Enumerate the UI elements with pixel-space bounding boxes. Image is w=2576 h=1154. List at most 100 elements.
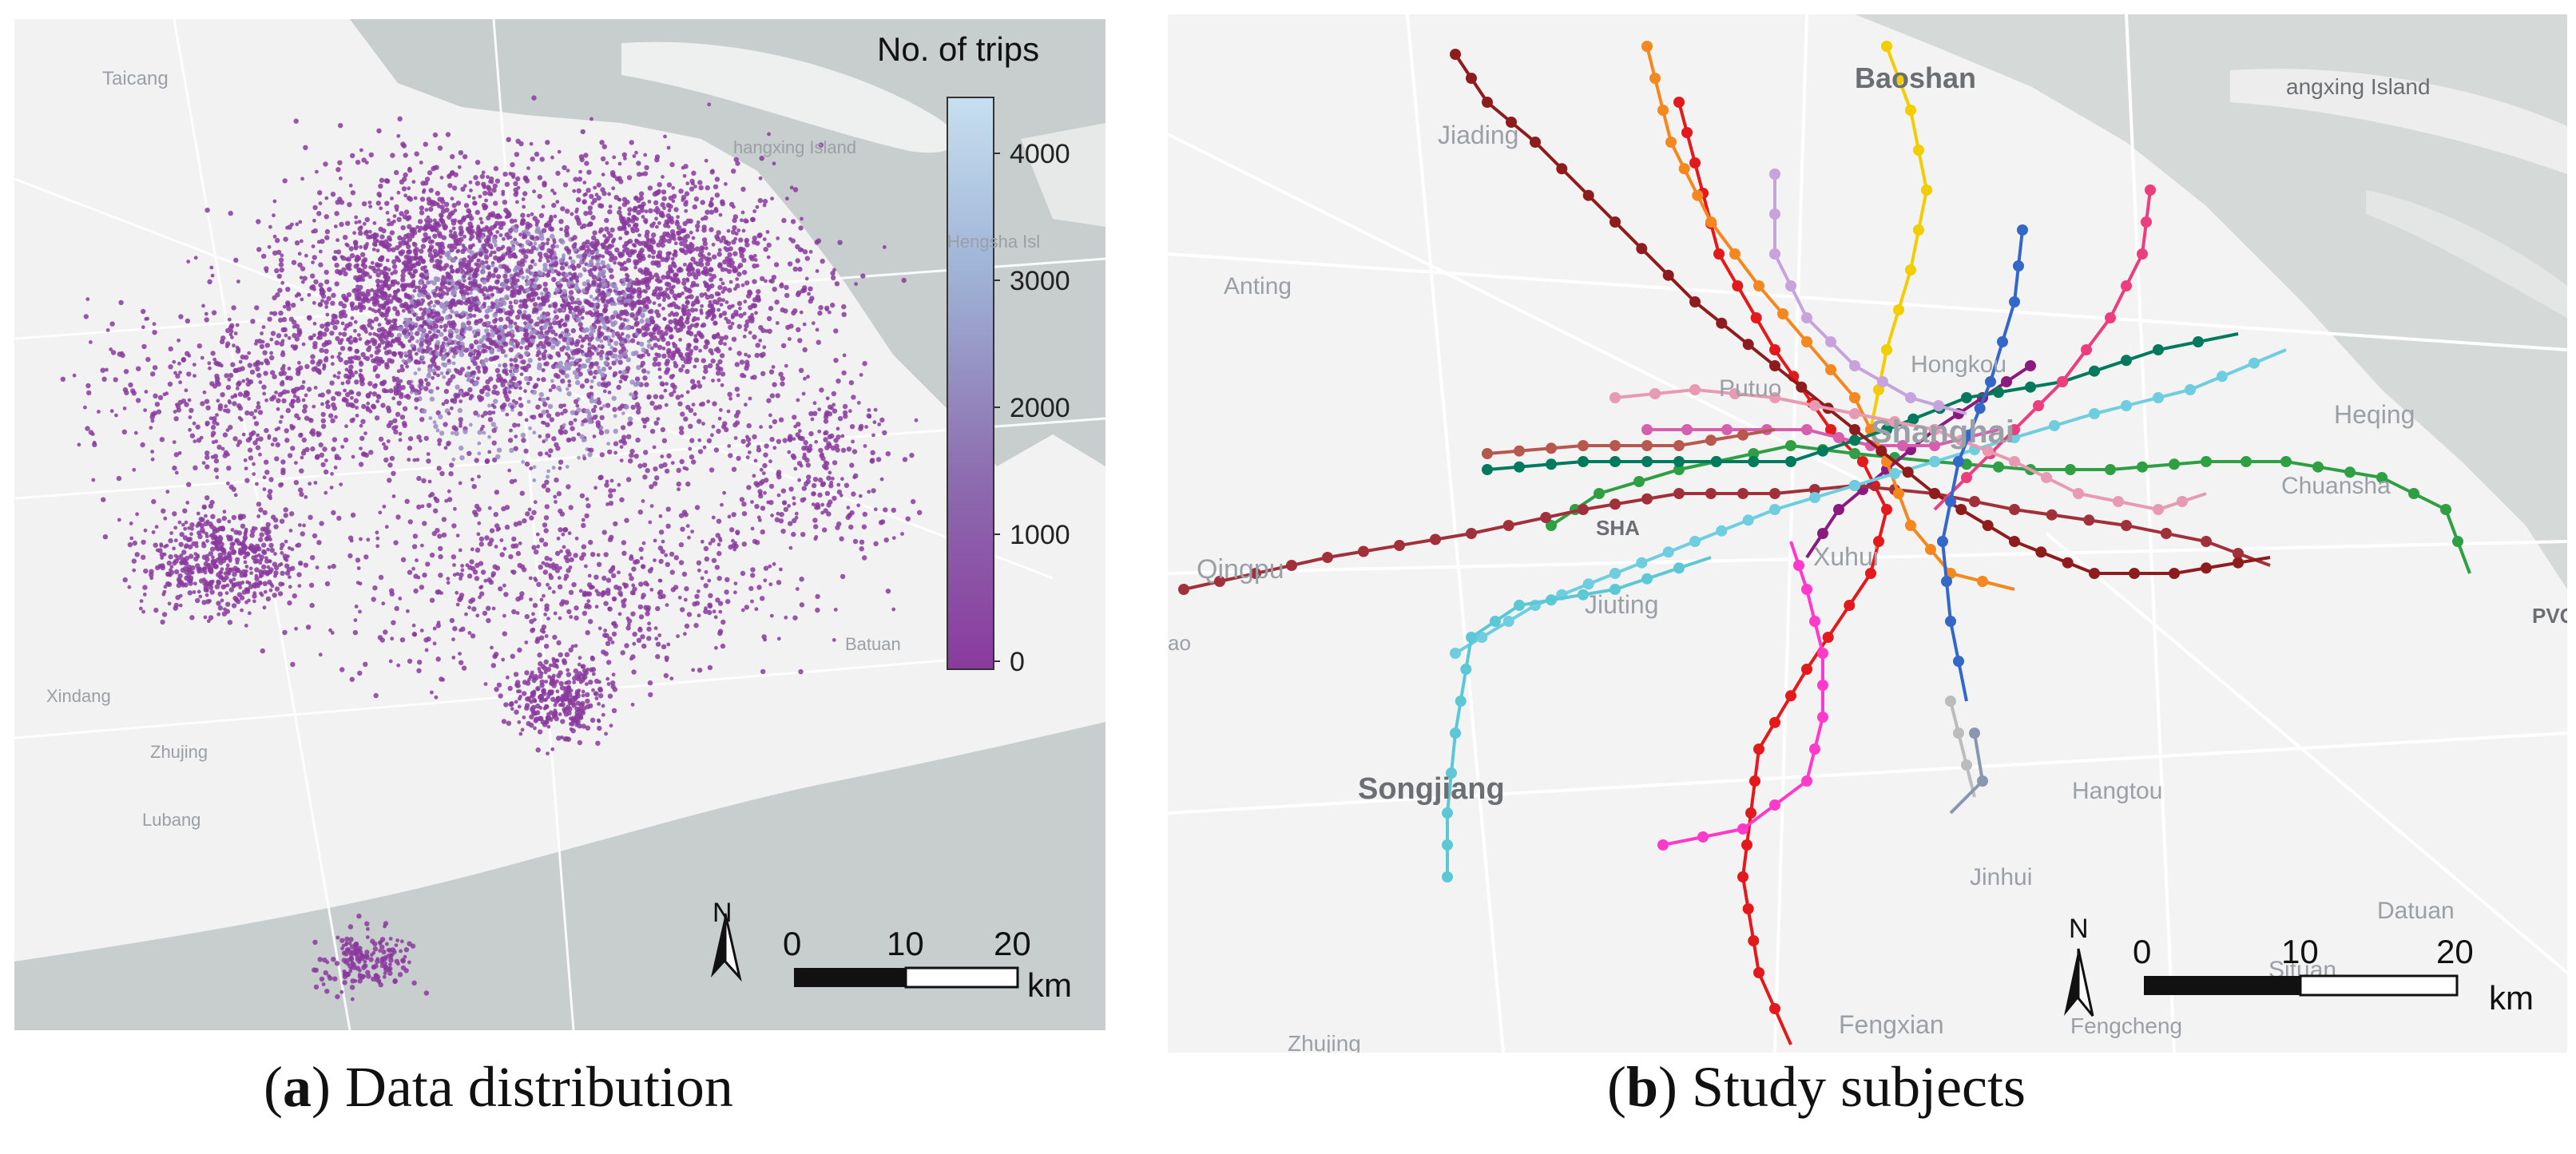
trip-point (311, 244, 316, 248)
trip-point (415, 339, 419, 343)
trip-point (389, 230, 395, 236)
trip-point (331, 317, 335, 322)
trip-point (444, 201, 450, 208)
trip-point (458, 421, 463, 426)
trip-point (238, 550, 244, 556)
trip-point (396, 190, 401, 195)
trip-point (693, 412, 697, 416)
trip-point (554, 411, 561, 417)
trip-point (639, 341, 645, 347)
trip-point (736, 265, 741, 269)
trip-point (335, 249, 342, 255)
trip-point (649, 274, 655, 280)
trip-point (482, 321, 487, 327)
trip-point (507, 438, 514, 443)
trip-point (409, 324, 415, 330)
trip-point (625, 325, 631, 331)
trip-point (273, 552, 277, 556)
trip-point (486, 175, 490, 180)
trip-point (596, 195, 601, 201)
trip-point (392, 306, 398, 311)
trip-point (284, 539, 288, 544)
trip-point (308, 514, 313, 520)
trip-point (598, 315, 604, 322)
trip-point (448, 232, 454, 239)
trip-point (368, 450, 374, 455)
trip-point (621, 440, 628, 446)
trip-point (575, 403, 580, 408)
trip-point (196, 589, 201, 594)
trip-point (564, 232, 570, 238)
trip-point (662, 206, 666, 210)
trip-point (625, 334, 631, 339)
trip-point (435, 386, 440, 391)
trip-point (532, 216, 538, 221)
trip-point (518, 410, 523, 417)
trip-point (319, 521, 324, 526)
trip-point (655, 210, 660, 215)
trip-point (258, 537, 264, 542)
trip-point (595, 261, 601, 268)
trip-point (420, 385, 424, 390)
trip-point (410, 256, 415, 261)
trip-point (599, 356, 604, 361)
trip-point (502, 324, 508, 330)
trip-point (286, 554, 290, 559)
trip-point (526, 316, 530, 320)
trip-point (610, 240, 615, 244)
trip-point (353, 398, 359, 404)
trip-point (658, 279, 663, 284)
trip-point (610, 314, 616, 320)
trip-point (368, 152, 374, 158)
trip-point (435, 242, 439, 246)
trip-point (267, 244, 272, 249)
trip-point (497, 288, 503, 294)
trip-point (216, 580, 221, 585)
trip-point (476, 258, 481, 263)
trip-point (439, 268, 443, 272)
trip-point (226, 536, 232, 541)
trip-point (439, 315, 445, 322)
trip-point (593, 255, 599, 260)
trip-point (468, 422, 473, 427)
trip-point (597, 277, 602, 282)
trip-point (378, 193, 382, 198)
trip-point (166, 581, 173, 587)
trip-point (589, 295, 593, 299)
trip-point (155, 565, 161, 571)
trip-point (524, 461, 530, 467)
trip-point (652, 361, 657, 367)
trip-point (547, 454, 552, 458)
trip-point (697, 180, 703, 185)
trip-point (324, 581, 331, 587)
trip-point (447, 320, 452, 326)
trip-point (657, 182, 662, 188)
trip-point (736, 272, 742, 277)
trip-point (492, 183, 498, 189)
trip-point (667, 354, 672, 359)
trip-point (127, 541, 133, 548)
trip-point (340, 381, 345, 386)
trip-point (228, 558, 232, 563)
trip-point (546, 413, 552, 418)
trip-point (372, 368, 377, 372)
trip-point (422, 284, 427, 289)
trip-point (638, 354, 644, 359)
trip-point (213, 564, 219, 569)
trip-point (453, 233, 458, 240)
trip-point (484, 255, 490, 260)
trip-point (705, 315, 709, 319)
trip-point (467, 326, 473, 331)
trip-point (469, 250, 475, 256)
trip-point (228, 578, 233, 583)
trip-point (428, 247, 433, 252)
trip-point (734, 362, 740, 367)
trip-point (407, 271, 411, 276)
trip-point (837, 240, 843, 245)
trip-point (711, 242, 716, 247)
trip-point (461, 347, 465, 351)
trip-point (601, 254, 605, 259)
trip-point (640, 360, 646, 367)
trip-point (650, 240, 657, 245)
trip-point (354, 246, 358, 251)
